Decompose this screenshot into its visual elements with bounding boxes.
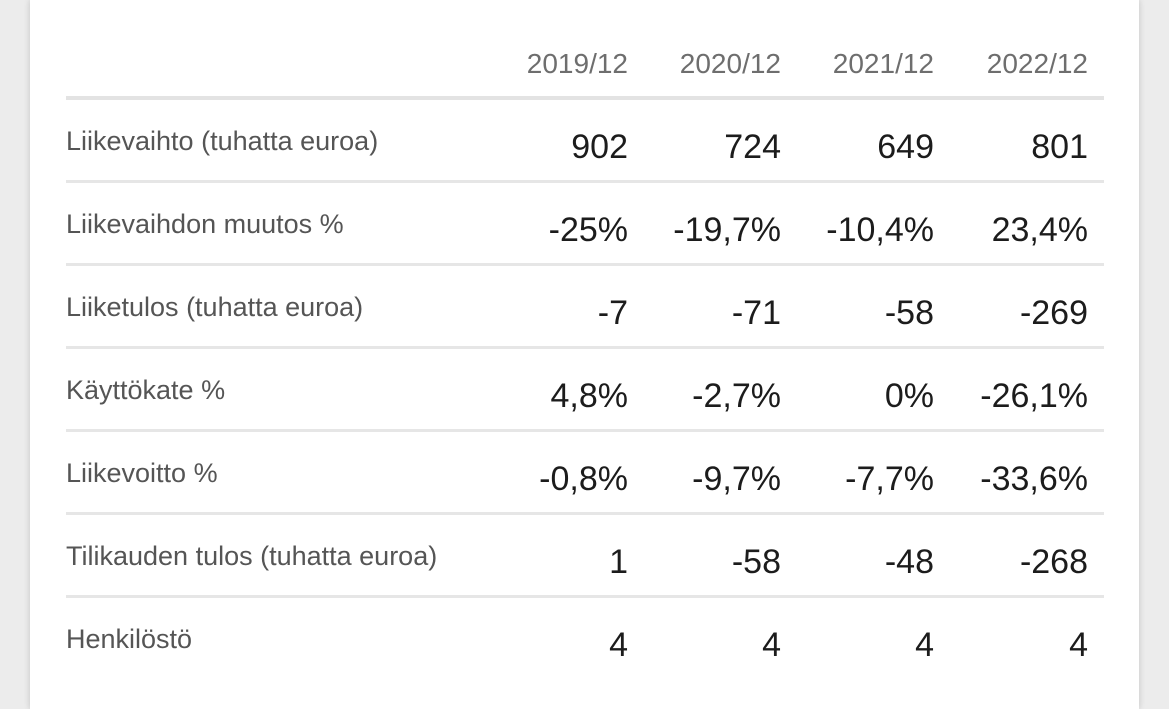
table-header-row: 2019/12 2020/12 2021/12 2022/12	[66, 0, 1104, 100]
row-value: 23,4%	[991, 211, 1088, 249]
row-value: -2,7%	[692, 377, 781, 415]
row-label: Liiketulos (tuhatta euroa)	[66, 292, 364, 322]
table-row: Liikevaihto (tuhatta euroa) 902 724 649 …	[66, 100, 1104, 183]
table-row: Tilikauden tulos (tuhatta euroa) 1 -58 -…	[66, 515, 1104, 598]
financials-table: 2019/12 2020/12 2021/12 2022/12 Liikevai…	[66, 0, 1104, 681]
row-value: -58	[731, 543, 781, 581]
row-value: 4	[1069, 626, 1088, 664]
row-value: -7	[597, 294, 628, 332]
row-value: -269	[1019, 294, 1088, 332]
table-row: Liiketulos (tuhatta euroa) -7 -71 -58 -2…	[66, 266, 1104, 349]
row-value: 4,8%	[550, 377, 629, 415]
row-value: 4	[915, 626, 934, 664]
row-value: -58	[884, 294, 934, 332]
row-value: -26,1%	[980, 377, 1088, 415]
row-value: -19,7%	[673, 211, 781, 249]
financials-card: 2019/12 2020/12 2021/12 2022/12 Liikevai…	[30, 0, 1139, 709]
row-value: -7,7%	[845, 460, 934, 498]
row-value: 902	[571, 128, 628, 166]
table-row: Käyttökate % 4,8% -2,7% 0% -26,1%	[66, 349, 1104, 432]
column-header: 2021/12	[832, 48, 934, 79]
row-value: -9,7%	[692, 460, 781, 498]
row-value: -48	[884, 543, 934, 581]
row-value: 4	[609, 626, 628, 664]
row-value: -33,6%	[980, 460, 1088, 498]
table-row: Henkilöstö 4 4 4 4	[66, 598, 1104, 681]
row-label: Liikevoitto %	[66, 458, 218, 488]
row-value: 0%	[884, 377, 934, 415]
row-value: 801	[1031, 128, 1088, 166]
row-label: Liikevaihto (tuhatta euroa)	[66, 126, 379, 156]
row-value: 724	[724, 128, 781, 166]
table-row: Liikevoitto % -0,8% -9,7% -7,7% -33,6%	[66, 432, 1104, 515]
row-value: -0,8%	[539, 460, 628, 498]
row-value: -71	[731, 294, 781, 332]
column-header: 2022/12	[986, 48, 1088, 79]
row-label: Liikevaihdon muutos %	[66, 209, 344, 239]
column-header: 2019/12	[526, 48, 628, 79]
row-value: -25%	[548, 211, 628, 249]
table-row: Liikevaihdon muutos % -25% -19,7% -10,4%…	[66, 183, 1104, 266]
column-header: 2020/12	[679, 48, 781, 79]
row-label: Käyttökate %	[66, 375, 226, 405]
row-value: 649	[877, 128, 934, 166]
row-value: -268	[1019, 543, 1088, 581]
row-value: 4	[762, 626, 781, 664]
row-label: Tilikauden tulos (tuhatta euroa)	[66, 541, 438, 571]
row-label: Henkilöstö	[66, 624, 193, 654]
row-value: 1	[609, 543, 628, 581]
row-value: -10,4%	[826, 211, 934, 249]
